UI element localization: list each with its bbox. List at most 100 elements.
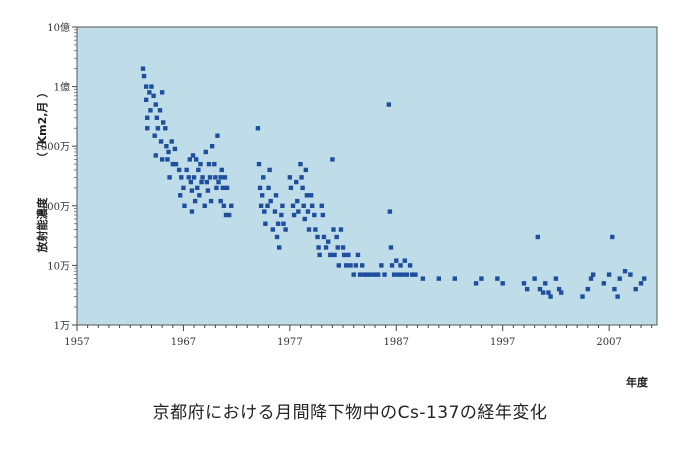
data-point (218, 175, 223, 180)
data-point (149, 84, 154, 89)
data-point (332, 252, 337, 258)
y-axis-label: 放射能濃度 (35, 197, 49, 254)
data-point (166, 149, 171, 155)
data-point (158, 139, 164, 144)
data-point (192, 198, 198, 204)
data-point (208, 198, 214, 204)
data-point (193, 157, 199, 162)
data-point (299, 175, 304, 180)
data-point (290, 203, 296, 208)
data-point (325, 239, 331, 244)
data-point (224, 185, 230, 191)
data-point (152, 133, 157, 138)
data-point (205, 188, 211, 193)
data-point (610, 234, 615, 240)
data-point (556, 286, 562, 292)
data-point (140, 66, 146, 71)
data-point (204, 179, 210, 185)
data-point (362, 272, 367, 277)
data-point (169, 139, 174, 144)
data-point (280, 203, 285, 208)
data-point (173, 161, 179, 167)
data-point (335, 245, 340, 250)
data-point (155, 126, 161, 131)
data-point (268, 198, 273, 204)
data-point (222, 175, 228, 180)
data-point (209, 144, 215, 149)
y-tick-label: 1000万 (35, 142, 70, 153)
data-point (145, 115, 150, 120)
data-point (220, 185, 225, 191)
data-point (330, 157, 335, 162)
data-point (402, 258, 407, 263)
data-point (546, 290, 551, 295)
data-point (601, 281, 606, 286)
data-point (317, 252, 322, 258)
data-point (340, 245, 346, 250)
data-point (257, 185, 263, 191)
data-point (580, 294, 585, 299)
data-point (270, 227, 276, 232)
data-point (331, 227, 336, 232)
data-point (537, 286, 543, 292)
data-point (396, 272, 401, 277)
data-point (187, 157, 193, 162)
data-point (473, 281, 479, 286)
data-point (638, 281, 644, 286)
data-point (229, 203, 234, 208)
y-tick-label: 100万 (41, 202, 70, 213)
data-point (305, 209, 311, 214)
data-point (353, 263, 359, 268)
data-point (179, 175, 184, 180)
data-point (420, 276, 426, 281)
data-point (628, 272, 633, 277)
data-point (319, 203, 324, 208)
x-tick-label: 1997 (490, 337, 515, 348)
data-point (226, 212, 232, 218)
data-point (298, 161, 303, 167)
y-tick-label: 10万 (47, 261, 70, 272)
data-point (372, 272, 378, 277)
data-point (365, 272, 370, 277)
data-point (308, 193, 314, 198)
data-point (153, 153, 158, 158)
x-tick-label: 1977 (277, 337, 302, 348)
data-point (400, 272, 405, 277)
data-point (172, 146, 178, 152)
data-point (153, 102, 158, 107)
data-point (386, 102, 392, 107)
data-point (182, 203, 187, 208)
data-point (391, 272, 397, 277)
y-axis-unit: （ /Km2,月 ） (36, 87, 49, 164)
data-point (189, 209, 195, 214)
data-point (274, 234, 280, 240)
x-tick-label: 1967 (171, 337, 196, 348)
data-point (188, 179, 194, 185)
data-point (159, 157, 165, 162)
x-axis-label: 年度 (626, 376, 648, 389)
data-point (273, 193, 279, 198)
y-tick-label: 10億 (47, 21, 70, 34)
data-point (161, 120, 166, 125)
data-point (315, 234, 320, 240)
data-point (167, 175, 172, 180)
data-point (195, 185, 200, 191)
data-point (351, 272, 356, 277)
data-point (262, 209, 267, 214)
data-point (633, 286, 638, 292)
data-point (535, 234, 541, 240)
data-point (186, 175, 191, 180)
data-point (221, 203, 227, 208)
data-point (306, 227, 312, 232)
data-point (203, 149, 208, 155)
data-point (617, 276, 622, 281)
data-point (312, 212, 317, 218)
data-point (281, 221, 286, 226)
data-point (323, 245, 329, 250)
data-point (256, 161, 262, 167)
data-point (590, 272, 596, 277)
data-point (341, 252, 347, 258)
data-point (164, 144, 169, 149)
data-point (275, 221, 281, 226)
